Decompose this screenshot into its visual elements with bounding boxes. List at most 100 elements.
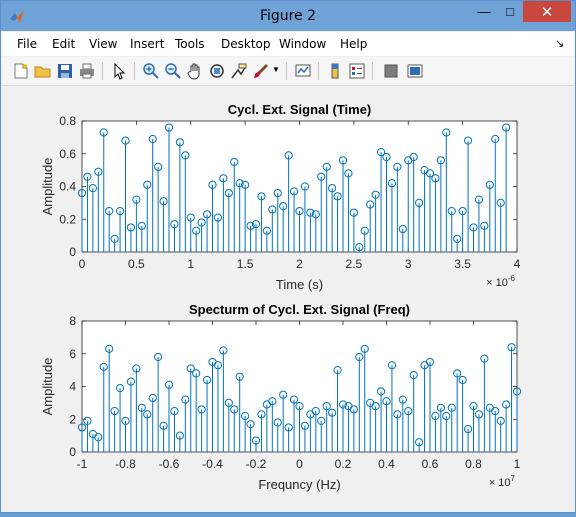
stem-marker[interactable]	[175, 138, 184, 147]
stem-marker[interactable]	[132, 195, 141, 204]
hide-plot-tools-icon[interactable]	[382, 62, 400, 80]
stem-marker[interactable]	[279, 202, 288, 211]
stem-marker[interactable]	[235, 179, 244, 188]
minimize-button[interactable]: —	[477, 4, 491, 19]
stem-marker[interactable]	[328, 408, 337, 417]
menu-file[interactable]: File	[17, 37, 38, 51]
stem-marker[interactable]	[349, 405, 358, 414]
menu-window[interactable]: Window	[279, 37, 327, 51]
stem-marker[interactable]	[436, 403, 445, 412]
stem-marker[interactable]	[230, 157, 239, 167]
menu-view[interactable]: View	[89, 37, 118, 51]
stem-marker[interactable]	[164, 123, 174, 132]
stem-marker[interactable]	[83, 172, 92, 181]
stem-marker[interactable]	[246, 221, 255, 230]
stem-marker[interactable]	[268, 397, 277, 406]
stem-marker[interactable]	[496, 198, 505, 207]
stem-marker[interactable]	[246, 420, 255, 429]
stem-marker[interactable]	[333, 192, 342, 201]
menu-insert[interactable]: Insert	[130, 37, 165, 51]
link-plot-icon[interactable]	[294, 62, 312, 80]
stem-marker[interactable]	[360, 344, 369, 353]
stem-marker[interactable]	[453, 234, 462, 243]
menu-tools[interactable]: Tools	[175, 37, 205, 51]
stem-marker[interactable]	[110, 234, 119, 243]
stem-marker[interactable]	[322, 402, 331, 411]
stem-marker[interactable]	[115, 206, 125, 216]
stem-marker[interactable]	[241, 180, 250, 189]
zoom-in-icon[interactable]	[142, 62, 160, 80]
close-button[interactable]: ✕	[523, 1, 571, 22]
stem-marker[interactable]	[197, 218, 206, 227]
maximize-button[interactable]: □	[506, 4, 514, 19]
stem-marker[interactable]	[186, 364, 195, 373]
stem-marker[interactable]	[300, 182, 310, 191]
stem-marker[interactable]	[181, 395, 190, 404]
stem-marker[interactable]	[300, 421, 310, 430]
stem-marker[interactable]	[317, 416, 326, 425]
open-file-icon[interactable]	[34, 62, 52, 80]
stem-marker[interactable]	[279, 390, 288, 399]
rotate-3d-icon[interactable]	[208, 62, 226, 80]
stem-marker[interactable]	[268, 205, 277, 214]
stem-marker[interactable]	[154, 162, 163, 171]
stem-marker[interactable]	[257, 410, 266, 419]
stem-marker[interactable]	[398, 224, 407, 234]
stem-marker[interactable]	[496, 416, 505, 425]
data-cursor-icon[interactable]	[230, 62, 248, 80]
stem-marker[interactable]	[371, 402, 380, 411]
stem-marker[interactable]	[132, 364, 141, 373]
stem-marker[interactable]	[366, 200, 375, 209]
stem-marker[interactable]	[99, 128, 108, 137]
stem-marker[interactable]	[409, 152, 418, 162]
brush-dropdown-icon[interactable]: ▼	[272, 65, 280, 74]
show-plot-tools-icon[interactable]	[406, 62, 424, 80]
stem-marker[interactable]	[480, 354, 489, 363]
print-icon[interactable]	[78, 62, 96, 80]
stem-marker[interactable]	[415, 198, 424, 207]
pointer-icon[interactable]	[110, 62, 128, 80]
stem-marker[interactable]	[186, 213, 195, 222]
stem-marker[interactable]	[99, 362, 108, 371]
stem-marker[interactable]	[148, 393, 157, 403]
stem-marker[interactable]	[154, 352, 163, 362]
stem-marker[interactable]	[382, 397, 391, 406]
stem-marker[interactable]	[224, 188, 233, 198]
stem-marker[interactable]	[219, 346, 228, 355]
stem-marker[interactable]	[289, 395, 299, 404]
stem-marker[interactable]	[289, 187, 299, 196]
stem-marker[interactable]	[164, 380, 174, 389]
stem-marker[interactable]	[213, 361, 223, 370]
stem-marker[interactable]	[251, 220, 261, 229]
stem-marker[interactable]	[202, 210, 212, 219]
stem-marker[interactable]	[224, 398, 233, 407]
stem-marker[interactable]	[387, 361, 397, 370]
stem-marker[interactable]	[77, 423, 87, 432]
stem-marker[interactable]	[393, 162, 402, 171]
stem-marker[interactable]	[192, 369, 201, 378]
stem-marker[interactable]	[474, 410, 484, 419]
stem-marker[interactable]	[404, 406, 413, 416]
stem-marker[interactable]	[208, 180, 217, 189]
stem-marker[interactable]	[126, 223, 136, 232]
stem-marker[interactable]	[376, 148, 386, 157]
stem-marker[interactable]	[235, 372, 244, 381]
colorbar-icon[interactable]	[326, 62, 344, 80]
stem-marker[interactable]	[311, 210, 320, 219]
stem-marker[interactable]	[338, 156, 348, 165]
stem-marker[interactable]	[317, 172, 326, 181]
stem-marker[interactable]	[159, 197, 168, 206]
stem-marker[interactable]	[502, 400, 511, 409]
stem-marker[interactable]	[197, 405, 206, 414]
zoom-out-icon[interactable]	[164, 62, 182, 80]
stem-marker[interactable]	[137, 403, 146, 412]
stem-marker[interactable]	[442, 128, 451, 137]
stem-marker[interactable]	[442, 411, 451, 421]
stem-marker[interactable]	[105, 206, 114, 216]
stem-marker[interactable]	[425, 357, 435, 367]
stem-marker[interactable]	[458, 206, 467, 216]
stem-marker[interactable]	[311, 406, 320, 416]
stem-marker[interactable]	[202, 375, 212, 385]
stem-marker[interactable]	[393, 410, 402, 419]
save-icon[interactable]	[56, 62, 74, 80]
